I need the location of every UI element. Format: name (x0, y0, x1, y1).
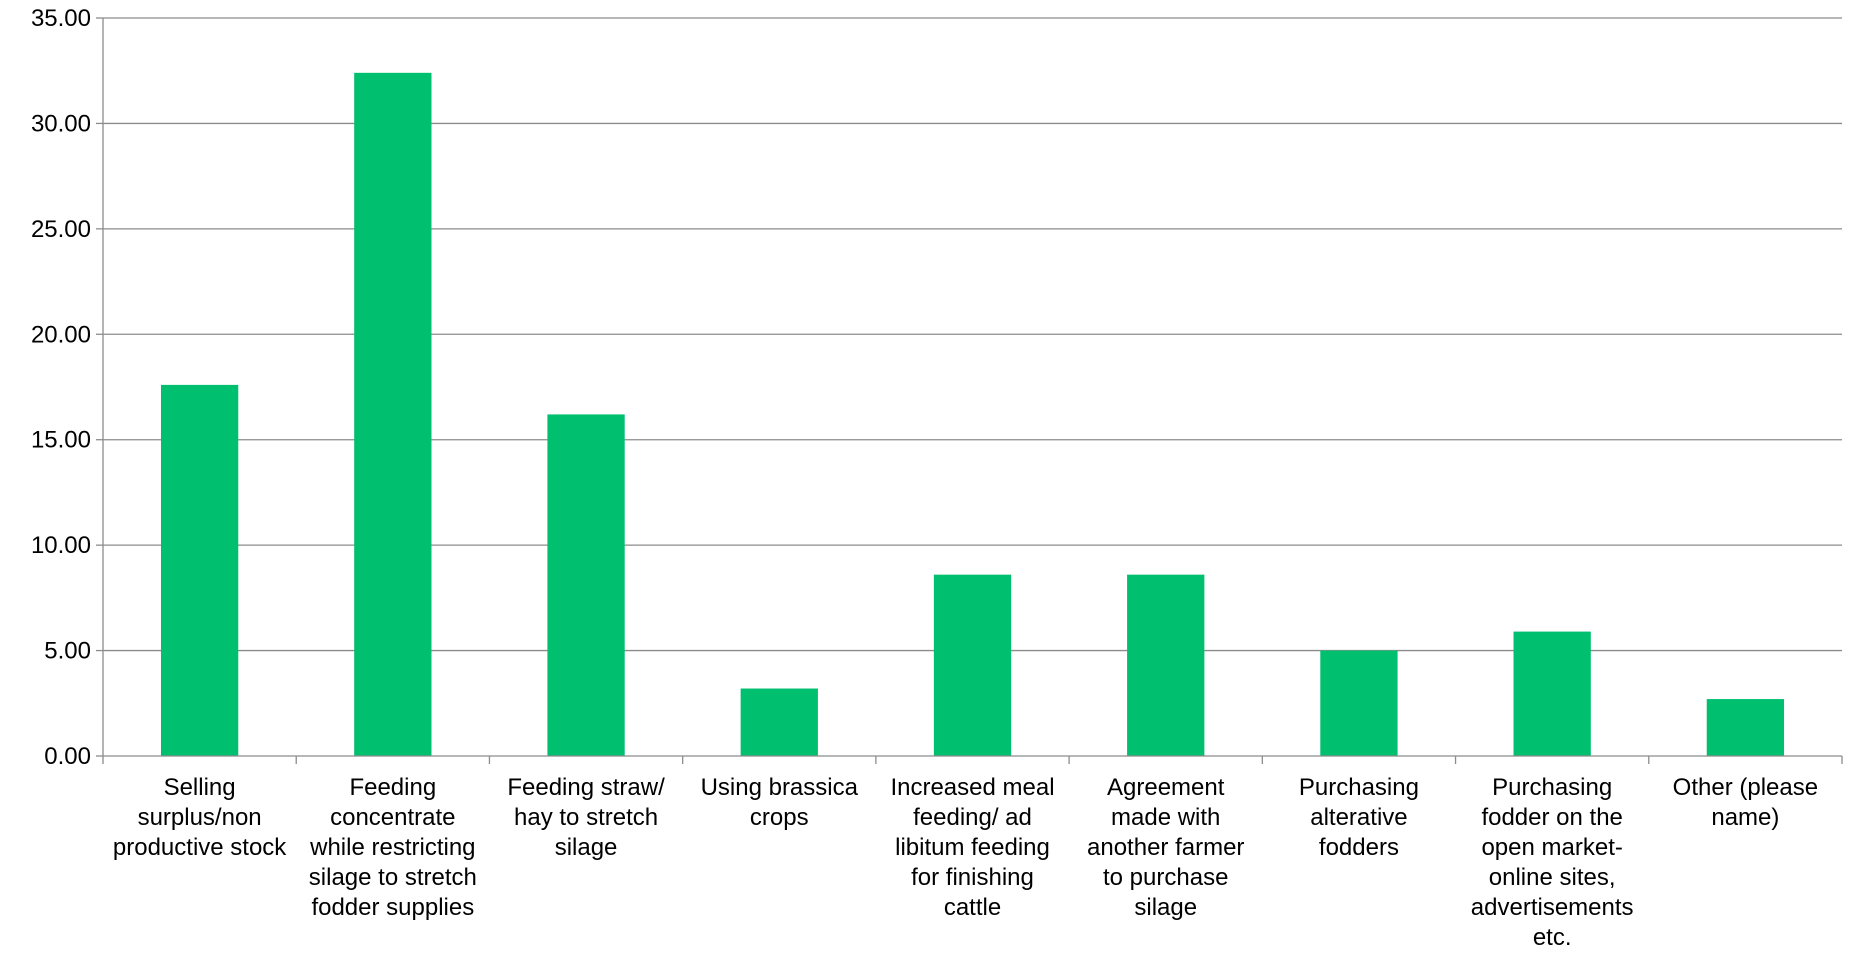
x-tick-label-line: etc. (1533, 924, 1572, 951)
x-tick-label-line: fodders (1319, 834, 1399, 861)
x-tick-label: Purchasing fodder on the open market-onlin… (1471, 774, 1634, 951)
x-tick-label-line: while restricting (309, 834, 475, 861)
bar (1127, 574, 1205, 756)
x-tick-label-line: name) (1711, 804, 1779, 831)
x-tick-label-line: another farmer (1087, 834, 1244, 861)
x-tick-label-line: Other (please (1673, 774, 1818, 801)
y-tick-label: 30.00 (31, 110, 91, 137)
y-tick-label: 20.00 (31, 321, 91, 348)
x-tick-label-line: alterative (1310, 804, 1407, 831)
x-tick-label-line: Feeding straw/ (507, 774, 665, 801)
x-tick-label-line: silage (1134, 894, 1197, 921)
x-tick-label-line: online sites, (1489, 864, 1616, 891)
bar (933, 574, 1012, 756)
x-tick-label-line: Purchasing (1492, 774, 1612, 801)
x-tick-label-line: fodder supplies (311, 894, 474, 921)
x-tick-labels: Selling surplus/non productive stock Feedin… (113, 774, 1818, 951)
x-tick-label-line: hay to stretch (514, 804, 658, 831)
bar (160, 384, 239, 756)
bar (354, 72, 432, 756)
y-tick-label: 0.00 (44, 743, 91, 770)
x-tick-label-line: crops (750, 804, 809, 831)
bar (1513, 631, 1591, 756)
y-tick-label: 35.00 (31, 5, 91, 32)
x-tick-label-line: for finishing (911, 864, 1034, 891)
x-tick-label-line: to purchase (1103, 864, 1228, 891)
axes (96, 17, 1843, 764)
bar (1706, 699, 1785, 756)
x-tick-label-line: surplus/non (138, 804, 262, 831)
x-tick-label-line: Feeding (349, 774, 436, 801)
x-tick-label-line: productive stock (113, 834, 287, 861)
bar (1320, 650, 1398, 756)
x-tick-label-line: Selling (164, 774, 236, 801)
x-tick-label-line: made with (1111, 804, 1220, 831)
x-tick-label: Using brassica crops (701, 774, 859, 831)
x-tick-label-line: Increased meal (890, 774, 1054, 801)
x-tick-label: Purchasing alterative fodders (1299, 774, 1419, 861)
x-tick-label-line: Using brassica (701, 774, 859, 801)
y-tick-labels: 0.00 5.00 10.00 15.00 20.00 25.00 30.00 35.00 (31, 5, 91, 770)
y-tick-label: 25.00 (31, 216, 91, 243)
x-tick-label: Selling surplus/non productive stock (113, 774, 287, 861)
y-tick-label: 15.00 (31, 427, 91, 454)
x-tick-label-line: concentrate (330, 804, 455, 831)
x-tick-label: Agreement made with another farmer to purch… (1087, 774, 1244, 921)
bar (547, 414, 625, 756)
y-tick-label: 10.00 (31, 532, 91, 559)
x-tick-label-line: fodder on the (1481, 804, 1622, 831)
x-tick-label-line: Purchasing (1299, 774, 1419, 801)
x-tick-label-line: libitum feeding (895, 834, 1050, 861)
x-tick-label-line: advertisements (1471, 894, 1634, 921)
x-tick-label-line: open market- (1481, 834, 1622, 861)
y-tick-label: 5.00 (44, 638, 91, 665)
x-tick-label: Feeding concentrate while restricting silag… (309, 774, 477, 921)
bars (160, 72, 1785, 756)
x-tick-label: Feeding straw/hay to stretch silage (507, 774, 665, 861)
x-tick-label-line: silage (555, 834, 618, 861)
x-tick-label: Other (please name) (1673, 774, 1818, 831)
x-tick-label-line: cattle (944, 894, 1001, 921)
x-tick-label-line: feeding/ ad (913, 804, 1032, 831)
x-tick-label-line: silage to stretch (309, 864, 477, 891)
x-tick-label: Increased meal feeding/ ad libitum feeding… (890, 774, 1054, 921)
bar (740, 688, 818, 756)
x-tick-label-line: Agreement (1107, 774, 1225, 801)
